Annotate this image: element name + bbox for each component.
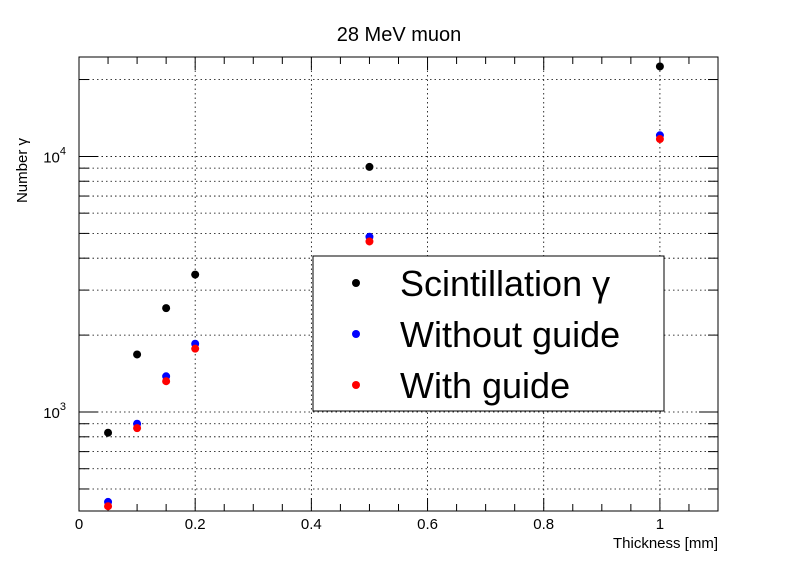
legend-marker [352, 279, 360, 287]
data-point-series-2 [655, 135, 664, 144]
data-point-series-0 [104, 428, 113, 437]
data-point-series-0 [133, 350, 142, 359]
legend-marker [352, 330, 360, 338]
data-point-series-0 [191, 270, 200, 279]
y-tick-label: 104 [43, 145, 66, 166]
x-tick-label: 0 [75, 516, 83, 533]
legend-box [312, 255, 665, 412]
x-tick-label: 0.6 [417, 516, 438, 533]
x-tick-label: 1 [656, 516, 664, 533]
data-point-series-0 [365, 162, 374, 171]
legend: Scintillation γ Without guide With guide [312, 255, 665, 412]
data-point-series-2 [133, 424, 142, 433]
y-axis-label: Number γ [14, 138, 31, 204]
data-points [104, 62, 664, 511]
axis-ticks: 0 0.2 0.4 0.6 0.8 1 103 104 [43, 57, 718, 533]
legend-marker [352, 381, 360, 389]
data-point-series-2 [191, 344, 200, 353]
data-point-series-0 [162, 304, 171, 313]
data-point-series-2 [162, 377, 171, 386]
legend-label: Scintillation γ [400, 263, 610, 304]
data-point-series-0 [655, 62, 664, 71]
grid [79, 57, 718, 511]
data-point-series-2 [104, 502, 113, 511]
x-tick-label: 0.4 [301, 516, 322, 533]
chart-title: 28 MeV muon [337, 24, 462, 46]
legend-label: Without guide [400, 314, 620, 355]
x-tick-label: 0.8 [533, 516, 554, 533]
legend-label: With guide [400, 365, 570, 406]
x-axis-label: Thickness [mm] [613, 535, 718, 552]
y-tick-label: 103 [43, 401, 66, 422]
x-tick-label: 0.2 [185, 516, 206, 533]
data-point-series-2 [365, 237, 374, 246]
